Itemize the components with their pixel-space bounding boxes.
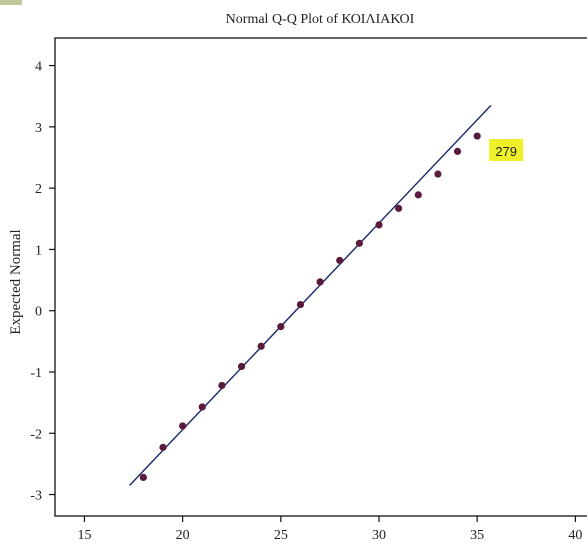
x-tick-label-40: 40 xyxy=(568,528,582,543)
reference-line-group xyxy=(129,104,492,486)
data-point-12 xyxy=(355,239,363,247)
data-point-18 xyxy=(473,132,481,140)
data-point-17 xyxy=(453,147,462,155)
data-point-6 xyxy=(237,362,246,371)
chart-title: Normal Q-Q Plot of ΚΟΙΛΙΑΚΟΙ xyxy=(226,12,415,27)
y-tick-label-0: 0 xyxy=(35,305,42,320)
y-axis-label: Expected Normal xyxy=(8,229,24,334)
x-tick-label-35: 35 xyxy=(470,528,484,543)
data-point-5 xyxy=(218,381,226,390)
top-left-corner-decoration xyxy=(0,0,22,5)
data-point-9 xyxy=(296,300,305,309)
data-point-1 xyxy=(139,473,147,481)
data-point-16 xyxy=(434,170,442,178)
y-tick-label--2: -2 xyxy=(30,427,42,442)
data-point-13 xyxy=(375,221,383,229)
x-axis-ticks: 15 20 25 30 35 40 xyxy=(77,516,582,543)
y-tick-label-3: 3 xyxy=(35,121,42,136)
annotation-label-279: 279 xyxy=(495,144,517,159)
annotations: 279 xyxy=(489,139,524,162)
y-tick-label-2: 2 xyxy=(35,182,42,197)
data-point-14 xyxy=(395,204,403,212)
y-tick-label--3: -3 xyxy=(30,489,42,504)
data-point-8 xyxy=(277,323,285,331)
x-tick-label-25: 25 xyxy=(274,528,288,543)
x-tick-label-15: 15 xyxy=(77,528,91,543)
y-tick-label-1: 1 xyxy=(35,243,42,258)
y-tick-label--1: -1 xyxy=(30,366,42,381)
y-tick-label-4: 4 xyxy=(35,60,42,75)
x-tick-label-20: 20 xyxy=(176,528,190,543)
data-point-2 xyxy=(159,443,167,451)
data-point-15 xyxy=(414,191,422,199)
data-point-11 xyxy=(336,256,344,265)
annotation-label-background xyxy=(489,139,524,162)
plot-frame xyxy=(54,37,587,517)
data-points xyxy=(139,132,481,481)
data-point-3 xyxy=(179,422,187,430)
x-tick-label-30: 30 xyxy=(372,528,386,543)
reference-line xyxy=(129,104,492,486)
y-axis-ticks: -3 -2 -1 0 1 2 3 4 xyxy=(30,60,55,504)
data-point-4 xyxy=(198,403,206,411)
data-point-7 xyxy=(257,342,265,350)
data-point-10 xyxy=(316,278,324,286)
